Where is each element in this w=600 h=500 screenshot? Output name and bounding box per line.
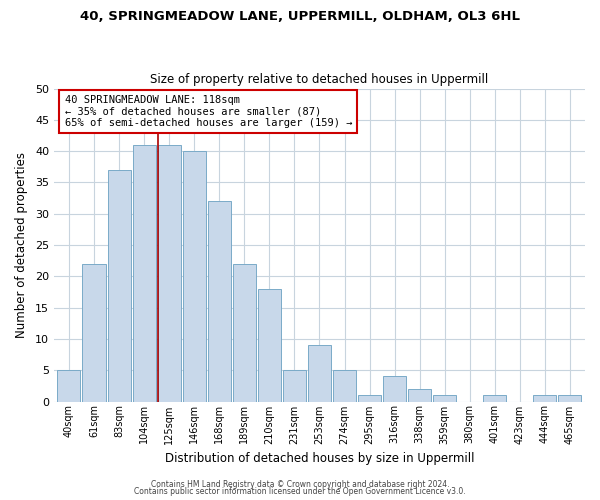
- Bar: [483, 396, 506, 402]
- Bar: [82, 264, 106, 402]
- Y-axis label: Number of detached properties: Number of detached properties: [15, 152, 28, 338]
- Text: Contains public sector information licensed under the Open Government Licence v3: Contains public sector information licen…: [134, 487, 466, 496]
- Text: 40 SPRINGMEADOW LANE: 118sqm
← 35% of detached houses are smaller (87)
65% of se: 40 SPRINGMEADOW LANE: 118sqm ← 35% of de…: [65, 95, 352, 128]
- X-axis label: Distribution of detached houses by size in Uppermill: Distribution of detached houses by size …: [165, 452, 474, 465]
- Bar: [158, 145, 181, 402]
- Bar: [107, 170, 131, 402]
- Bar: [133, 145, 155, 402]
- Bar: [283, 370, 306, 402]
- Text: 40, SPRINGMEADOW LANE, UPPERMILL, OLDHAM, OL3 6HL: 40, SPRINGMEADOW LANE, UPPERMILL, OLDHAM…: [80, 10, 520, 23]
- Bar: [358, 396, 381, 402]
- Bar: [383, 376, 406, 402]
- Bar: [559, 396, 581, 402]
- Title: Size of property relative to detached houses in Uppermill: Size of property relative to detached ho…: [151, 73, 488, 86]
- Bar: [258, 289, 281, 402]
- Bar: [182, 151, 206, 402]
- Bar: [233, 264, 256, 402]
- Bar: [308, 345, 331, 402]
- Bar: [533, 396, 556, 402]
- Bar: [408, 389, 431, 402]
- Bar: [433, 396, 456, 402]
- Bar: [333, 370, 356, 402]
- Bar: [58, 370, 80, 402]
- Bar: [208, 201, 231, 402]
- Text: Contains HM Land Registry data © Crown copyright and database right 2024.: Contains HM Land Registry data © Crown c…: [151, 480, 449, 489]
